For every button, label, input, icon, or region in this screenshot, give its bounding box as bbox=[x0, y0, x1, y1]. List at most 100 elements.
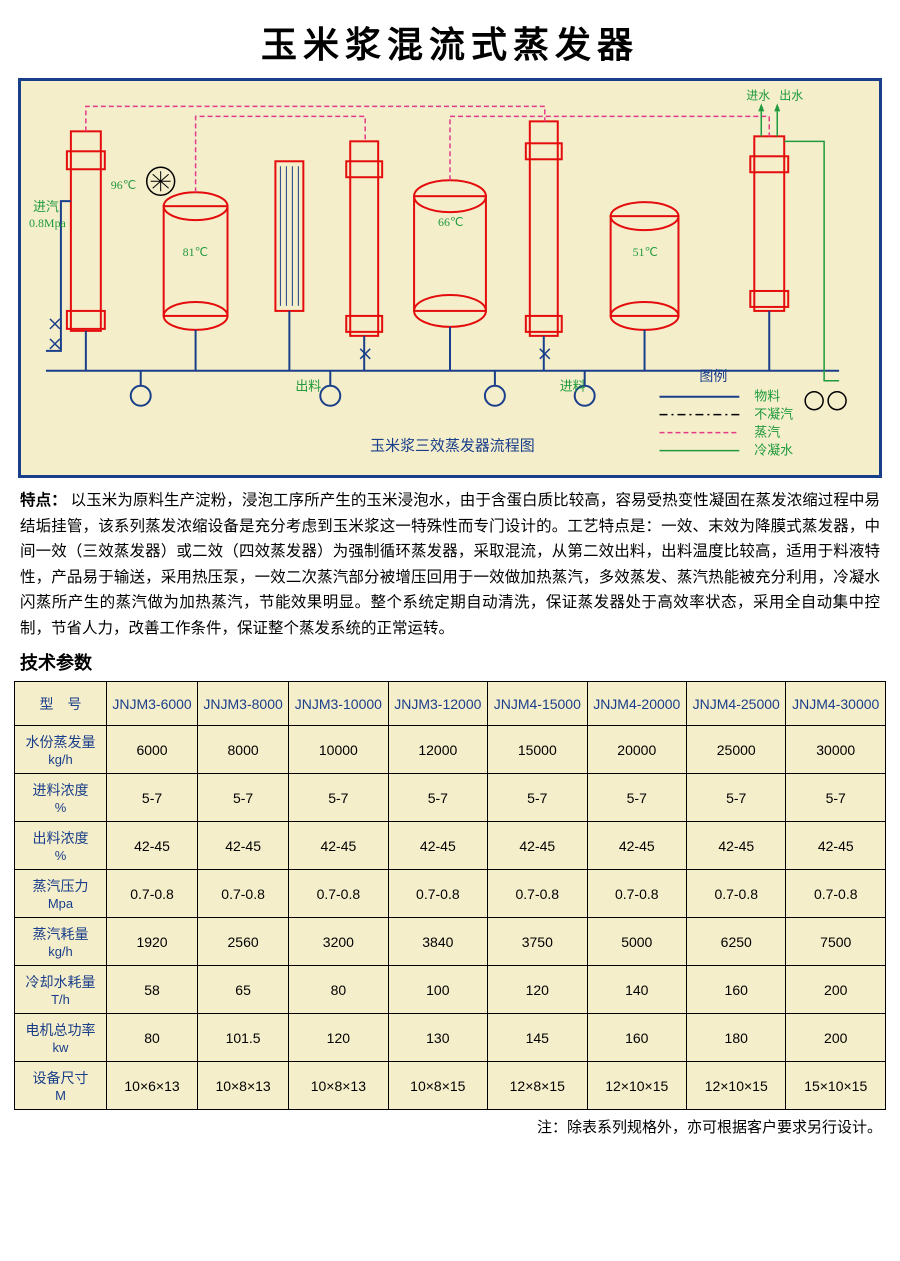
table-row: 蒸汽压力Mpa0.7-0.80.7-0.80.7-0.80.7-0.80.7-0… bbox=[15, 870, 886, 918]
row-label-4: 蒸汽耗量kg/h bbox=[15, 918, 107, 966]
row-label-6: 电机总功率kw bbox=[15, 1014, 107, 1062]
table-row: 电机总功率kw80101.5120130145160180200 bbox=[15, 1014, 886, 1062]
cell-2-1: 42-45 bbox=[198, 822, 289, 870]
row-label-5: 冷却水耗量T/h bbox=[15, 966, 107, 1014]
cell-5-4: 120 bbox=[488, 966, 587, 1014]
table-row: 蒸汽耗量kg/h19202560320038403750500062507500 bbox=[15, 918, 886, 966]
label-t51: 51℃ bbox=[633, 245, 658, 259]
cell-5-5: 140 bbox=[587, 966, 686, 1014]
cell-0-6: 25000 bbox=[687, 726, 786, 774]
diagram-caption: 玉米浆三效蒸发器流程图 bbox=[370, 437, 535, 455]
params-table: 型 号 JNJM3-6000JNJM3-8000JNJM3-10000JNJM3… bbox=[14, 681, 886, 1110]
label-water-in: 进水 bbox=[746, 88, 770, 102]
model-col-3: JNJM3-12000 bbox=[388, 682, 487, 726]
model-col-5: JNJM4-20000 bbox=[587, 682, 686, 726]
cell-2-4: 42-45 bbox=[488, 822, 587, 870]
model-col-1: JNJM3-8000 bbox=[198, 682, 289, 726]
legend-label-3: 冷凝水 bbox=[754, 443, 793, 458]
cell-3-6: 0.7-0.8 bbox=[687, 870, 786, 918]
cell-5-3: 100 bbox=[388, 966, 487, 1014]
cell-6-7: 200 bbox=[786, 1014, 886, 1062]
cell-0-7: 30000 bbox=[786, 726, 886, 774]
label-inlet-steam: 进汽 bbox=[33, 199, 59, 214]
cell-1-4: 5-7 bbox=[488, 774, 587, 822]
cell-6-3: 130 bbox=[388, 1014, 487, 1062]
cell-7-2: 10×8×13 bbox=[289, 1062, 388, 1110]
cell-2-0: 42-45 bbox=[107, 822, 198, 870]
model-col-0: JNJM3-6000 bbox=[107, 682, 198, 726]
label-t81: 81℃ bbox=[183, 245, 208, 259]
model-col-7: JNJM4-30000 bbox=[786, 682, 886, 726]
model-col-2: JNJM3-10000 bbox=[289, 682, 388, 726]
cell-6-5: 160 bbox=[587, 1014, 686, 1062]
cell-0-5: 20000 bbox=[587, 726, 686, 774]
cell-4-3: 3840 bbox=[388, 918, 487, 966]
table-row: 进料浓度%5-75-75-75-75-75-75-75-7 bbox=[15, 774, 886, 822]
cell-4-4: 3750 bbox=[488, 918, 587, 966]
model-col-4: JNJM4-15000 bbox=[488, 682, 587, 726]
page-title: 玉米浆混流式蒸发器 bbox=[0, 0, 900, 78]
cell-5-7: 200 bbox=[786, 966, 886, 1014]
cell-1-3: 5-7 bbox=[388, 774, 487, 822]
cell-6-1: 101.5 bbox=[198, 1014, 289, 1062]
flow-diagram: 进汽 0.8Mpa 96℃ 81℃ 66℃ 51℃ 出料 进料 进水 出水 玉米… bbox=[18, 78, 882, 478]
cell-6-6: 180 bbox=[687, 1014, 786, 1062]
cell-3-0: 0.7-0.8 bbox=[107, 870, 198, 918]
cell-7-4: 12×8×15 bbox=[488, 1062, 587, 1110]
row-label-2: 出料浓度% bbox=[15, 822, 107, 870]
cell-5-0: 58 bbox=[107, 966, 198, 1014]
flow-diagram-svg: 进汽 0.8Mpa 96℃ 81℃ 66℃ 51℃ 出料 进料 进水 出水 玉米… bbox=[21, 81, 879, 475]
cell-3-2: 0.7-0.8 bbox=[289, 870, 388, 918]
cell-3-3: 0.7-0.8 bbox=[388, 870, 487, 918]
cell-4-7: 7500 bbox=[786, 918, 886, 966]
cell-5-1: 65 bbox=[198, 966, 289, 1014]
cell-2-7: 42-45 bbox=[786, 822, 886, 870]
cell-7-3: 10×8×15 bbox=[388, 1062, 487, 1110]
cell-0-1: 8000 bbox=[198, 726, 289, 774]
cell-0-2: 10000 bbox=[289, 726, 388, 774]
cell-1-2: 5-7 bbox=[289, 774, 388, 822]
cell-7-5: 12×10×15 bbox=[587, 1062, 686, 1110]
cell-4-2: 3200 bbox=[289, 918, 388, 966]
cell-3-1: 0.7-0.8 bbox=[198, 870, 289, 918]
cell-7-6: 12×10×15 bbox=[687, 1062, 786, 1110]
table-row: 冷却水耗量T/h586580100120140160200 bbox=[15, 966, 886, 1014]
cell-7-1: 10×8×13 bbox=[198, 1062, 289, 1110]
cell-1-6: 5-7 bbox=[687, 774, 786, 822]
row-label-7: 设备尺寸M bbox=[15, 1062, 107, 1110]
cell-4-5: 5000 bbox=[587, 918, 686, 966]
cell-2-3: 42-45 bbox=[388, 822, 487, 870]
cell-6-0: 80 bbox=[107, 1014, 198, 1062]
label-inlet-feed: 进料 bbox=[560, 379, 586, 394]
cell-6-2: 120 bbox=[289, 1014, 388, 1062]
cell-4-0: 1920 bbox=[107, 918, 198, 966]
cell-5-6: 160 bbox=[687, 966, 786, 1014]
features-body: 以玉米为原料生产淀粉，浸泡工序所产生的玉米浸泡水，由于含蛋白质比较高，容易受热变… bbox=[20, 492, 880, 637]
table-row: 出料浓度%42-4542-4542-4542-4542-4542-4542-45… bbox=[15, 822, 886, 870]
cell-1-0: 5-7 bbox=[107, 774, 198, 822]
legend-label-0: 物料 bbox=[754, 389, 780, 404]
cell-6-4: 145 bbox=[488, 1014, 587, 1062]
cell-0-3: 12000 bbox=[388, 726, 487, 774]
cell-7-0: 10×6×13 bbox=[107, 1062, 198, 1110]
cell-1-7: 5-7 bbox=[786, 774, 886, 822]
cell-3-5: 0.7-0.8 bbox=[587, 870, 686, 918]
legend-label-1: 不凝汽 bbox=[754, 407, 793, 422]
cell-4-6: 6250 bbox=[687, 918, 786, 966]
cell-2-2: 42-45 bbox=[289, 822, 388, 870]
table-row: 设备尺寸M10×6×1310×8×1310×8×1310×8×1512×8×15… bbox=[15, 1062, 886, 1110]
table-row: 水份蒸发量kg/h6000800010000120001500020000250… bbox=[15, 726, 886, 774]
row-label-0: 水份蒸发量kg/h bbox=[15, 726, 107, 774]
label-inlet-steam-sub: 0.8Mpa bbox=[29, 216, 67, 230]
row-label-3: 蒸汽压力Mpa bbox=[15, 870, 107, 918]
cell-1-1: 5-7 bbox=[198, 774, 289, 822]
cell-2-5: 42-45 bbox=[587, 822, 686, 870]
label-water-out: 出水 bbox=[779, 88, 803, 102]
cell-0-4: 15000 bbox=[488, 726, 587, 774]
cell-1-5: 5-7 bbox=[587, 774, 686, 822]
params-heading: 技术参数 bbox=[20, 649, 880, 675]
cell-4-1: 2560 bbox=[198, 918, 289, 966]
model-label-cell: 型 号 bbox=[15, 682, 107, 726]
footnote: 注：除表系列规格外，亦可根据客户要求另行设计。 bbox=[0, 1116, 882, 1137]
legend-label-2: 蒸汽 bbox=[754, 425, 780, 440]
